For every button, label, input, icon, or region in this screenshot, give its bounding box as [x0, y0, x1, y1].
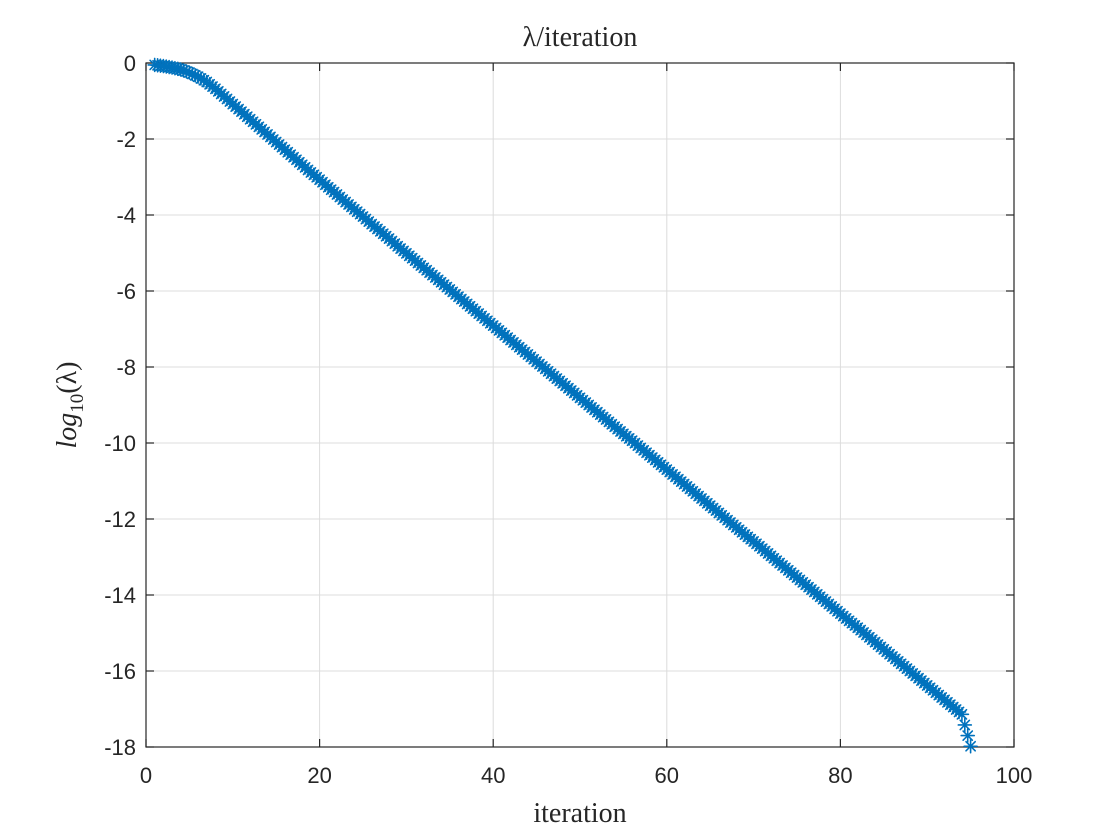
x-tick-labels: 0 20 40 60 80 100: [140, 763, 1032, 788]
y-tick-label: -16: [104, 659, 136, 684]
data-series: [147, 57, 978, 754]
y-axis-label: log10(λ): [52, 361, 88, 448]
y-tick-label: -4: [116, 203, 136, 228]
x-tick-label: 80: [828, 763, 852, 788]
y-tick-label: -18: [104, 735, 136, 760]
data-point-stroke: [959, 719, 971, 731]
y-axis-label-arg: (λ): [52, 361, 83, 393]
x-axis-label: iteration: [533, 798, 626, 829]
axis-ticks: [145, 62, 1015, 748]
y-tick-label: -2: [116, 127, 136, 152]
y-tick-label: -8: [116, 355, 136, 380]
y-axis-label-sub: 10: [67, 394, 88, 413]
y-tick-label: -6: [116, 279, 136, 304]
data-point: [957, 717, 973, 733]
x-tick-label: 0: [140, 763, 152, 788]
y-tick-labels: 0 -2 -4 -6 -8 -10 -12 -14 -16 -18: [104, 51, 136, 760]
x-tick-label: 20: [307, 763, 331, 788]
data-point: [960, 728, 976, 743]
x-tick-label: 40: [481, 763, 505, 788]
data-point: [963, 738, 978, 754]
data-point: [954, 707, 970, 722]
y-tick-label: 0: [124, 51, 136, 76]
x-tick-label: 60: [655, 763, 679, 788]
chart-title: λ/iteration: [523, 22, 638, 53]
y-tick-label: -10: [104, 431, 136, 456]
data-point-stroke: [962, 730, 974, 741]
x-tick-label: 100: [996, 763, 1033, 788]
plot-frame: [145, 62, 1015, 748]
y-tick-label: -12: [104, 507, 136, 532]
data-point-stroke: [956, 708, 968, 720]
data-point-stroke: [965, 740, 976, 752]
y-tick-label: -14: [104, 583, 136, 608]
y-axis-label-base: log: [52, 413, 83, 449]
